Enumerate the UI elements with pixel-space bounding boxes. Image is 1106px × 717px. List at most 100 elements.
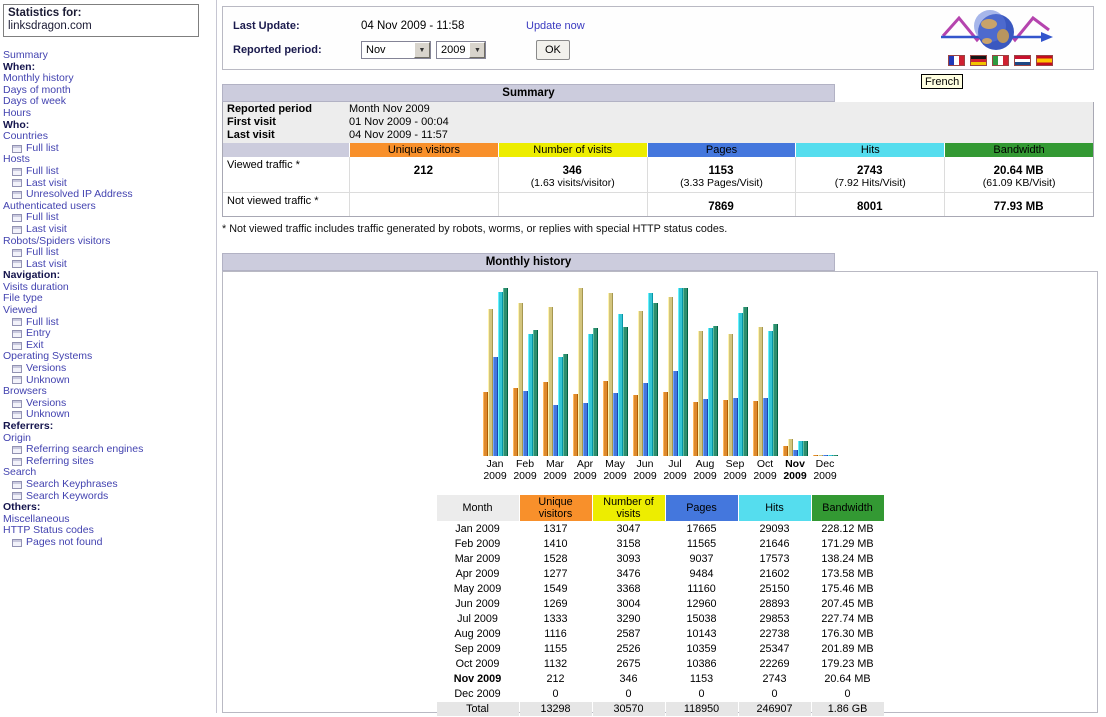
sidebar-sublink-last-visit[interactable]: Last visit bbox=[26, 257, 67, 270]
total-row: Total 13298 30570 118950 246907 1.86 GB bbox=[436, 702, 884, 716]
chevron-down-icon[interactable]: ▼ bbox=[469, 42, 486, 58]
cell: 176.30 MB bbox=[821, 628, 874, 640]
sidebar-sublink-unknown[interactable]: Unknown bbox=[26, 373, 70, 386]
flag-italian[interactable] bbox=[992, 55, 1009, 66]
sidebar-sublink-last-visit[interactable]: Last visit bbox=[26, 222, 67, 235]
sidebar-link-summary[interactable]: Summary bbox=[3, 49, 48, 61]
chart-bar bbox=[572, 394, 578, 456]
cell: 1132 bbox=[543, 658, 568, 670]
cell: 3047 bbox=[616, 523, 641, 535]
sidebar-link-hours[interactable]: Hours bbox=[3, 106, 32, 119]
cell: 1549 bbox=[543, 583, 568, 595]
update-now-link[interactable]: Update now bbox=[526, 20, 585, 32]
cell: 0 bbox=[771, 688, 778, 700]
sidebar-item-visits-duration: Visits duration bbox=[3, 280, 216, 294]
sidebar-link-countries[interactable]: Countries bbox=[3, 130, 48, 143]
sidebar-link-miscellaneous[interactable]: Miscellaneous bbox=[3, 512, 70, 525]
chart-bar bbox=[667, 297, 673, 456]
sidebar-link-hosts[interactable]: Hosts bbox=[3, 153, 30, 166]
sidebar-heading-when-: When: bbox=[3, 60, 36, 73]
sidebar-link-http-status-codes[interactable]: HTTP Status codes bbox=[3, 524, 94, 537]
chart-bar bbox=[642, 383, 648, 456]
cell: Jun 2009 bbox=[455, 598, 500, 610]
year-select[interactable]: 2009 ▼ bbox=[436, 41, 487, 59]
sidebar-link-operating-systems[interactable]: Operating Systems bbox=[3, 350, 93, 363]
flag-french[interactable] bbox=[948, 55, 965, 66]
cell: 29853 bbox=[759, 613, 790, 625]
total-cell: 30570 bbox=[592, 702, 665, 716]
sidebar-link-viewed[interactable]: Viewed bbox=[3, 304, 38, 317]
metric-value: 1153 bbox=[708, 165, 734, 177]
chart-bar bbox=[632, 395, 638, 456]
cell: Feb 2009 bbox=[454, 538, 501, 550]
cell: 228.12 MB bbox=[821, 523, 874, 535]
cell: Sep 2009 bbox=[454, 643, 501, 655]
sidebar-sublink-referring-search-engines[interactable]: Referring search engines bbox=[26, 443, 144, 456]
sheet-icon bbox=[12, 399, 22, 408]
chart-bar bbox=[697, 331, 703, 456]
sidebar-link-file-type[interactable]: File type bbox=[3, 292, 43, 305]
ok-button[interactable]: OK bbox=[536, 40, 570, 60]
sidebar-link-days-of-month[interactable]: Days of month bbox=[3, 83, 71, 96]
monthly-history-box: Jan 2009 Feb 2009 Mar 2009 Apr 2009 May 2009 Jun 20… bbox=[222, 271, 1098, 716]
sidebar-link-visits-duration[interactable]: Visits duration bbox=[3, 280, 69, 293]
sidebar-sublink-unknown[interactable]: Unknown bbox=[26, 408, 70, 421]
cell: 175.46 MB bbox=[821, 583, 874, 595]
sidebar-link-monthly-history[interactable]: Monthly history bbox=[3, 72, 74, 85]
cell: 138.24 MB bbox=[821, 553, 874, 565]
awstats-logo bbox=[937, 10, 1057, 54]
sidebar-sublink-full-list[interactable]: Full list bbox=[26, 211, 59, 224]
cell: 1528 bbox=[543, 553, 568, 565]
sidebar-sublink-versions[interactable]: Versions bbox=[26, 362, 67, 375]
sidebar-sublink-pages-not-found[interactable]: Pages not found bbox=[26, 535, 103, 548]
cell: 22269 bbox=[759, 658, 790, 670]
sidebar-link-origin[interactable]: Origin bbox=[3, 431, 32, 444]
chart-bar bbox=[822, 455, 828, 456]
month-name: Jan bbox=[486, 458, 504, 470]
sheet-icon bbox=[12, 179, 22, 188]
metric-cell bbox=[349, 193, 498, 216]
sidebar-sublink-last-visit[interactable]: Last visit bbox=[26, 176, 67, 189]
month-name: Mar bbox=[545, 458, 565, 470]
sidebar-heading-referrers-: Referrers: bbox=[3, 420, 54, 432]
sidebar-sublink-versions[interactable]: Versions bbox=[26, 396, 67, 409]
sidebar-sublink-entry[interactable]: Entry bbox=[26, 327, 51, 340]
sidebar-sublink-search-keywords[interactable]: Search Keywords bbox=[26, 489, 109, 502]
sidebar-sublink-full-list[interactable]: Full list bbox=[26, 246, 59, 259]
sidebar-sublink-exit[interactable]: Exit bbox=[26, 338, 44, 351]
header-box: Last Update: 04 Nov 2009 - 11:58 Update … bbox=[222, 6, 1094, 70]
sidebar-link-authenticated-users[interactable]: Authenticated users bbox=[3, 199, 96, 212]
sidebar-link-browsers[interactable]: Browsers bbox=[3, 385, 47, 398]
sidebar-subitem-full-list: Full list bbox=[3, 164, 216, 178]
sidebar-sublink-search-keyphrases[interactable]: Search Keyphrases bbox=[26, 477, 118, 490]
sidebar-sublink-referring-sites[interactable]: Referring sites bbox=[26, 454, 94, 467]
cell: 25347 bbox=[759, 643, 790, 655]
sheet-icon bbox=[12, 480, 22, 489]
summary-footnote: * Not viewed traffic includes traffic ge… bbox=[222, 223, 728, 235]
sidebar-sublink-full-list[interactable]: Full list bbox=[26, 315, 59, 328]
flag-spanish[interactable] bbox=[1036, 55, 1053, 66]
chart-month-group bbox=[510, 280, 540, 456]
month-year: 2009 bbox=[543, 469, 567, 482]
cell: 29093 bbox=[759, 523, 790, 535]
metric-value bbox=[350, 195, 498, 201]
chevron-down-icon[interactable]: ▼ bbox=[414, 42, 430, 58]
sidebar-sublink-unresolved-ip-address[interactable]: Unresolved IP Address bbox=[26, 188, 133, 201]
monthly-header-unique-visitors: Unique visitors bbox=[519, 495, 592, 521]
sheet-icon bbox=[12, 492, 22, 501]
sheet-icon bbox=[12, 330, 22, 339]
flag-tooltip: French bbox=[921, 74, 964, 89]
reported-period-row: Reported period: Nov ▼ 2009 ▼ OK bbox=[233, 38, 1083, 62]
sidebar-sublink-full-list[interactable]: Full list bbox=[26, 141, 59, 154]
month-select[interactable]: Nov ▼ bbox=[361, 41, 431, 59]
sidebar-link-robots-spiders-visitors[interactable]: Robots/Spiders visitors bbox=[3, 234, 111, 247]
chart-bar bbox=[677, 288, 683, 456]
sidebar-link-days-of-week[interactable]: Days of week bbox=[3, 95, 67, 108]
chart-bar bbox=[607, 293, 613, 456]
sidebar-sublink-full-list[interactable]: Full list bbox=[26, 164, 59, 177]
flag-dutch[interactable] bbox=[1014, 55, 1031, 66]
flag-german[interactable] bbox=[970, 55, 987, 66]
cell: 10143 bbox=[686, 628, 717, 640]
cell: 17665 bbox=[686, 523, 717, 535]
sidebar-link-search[interactable]: Search bbox=[3, 466, 37, 479]
